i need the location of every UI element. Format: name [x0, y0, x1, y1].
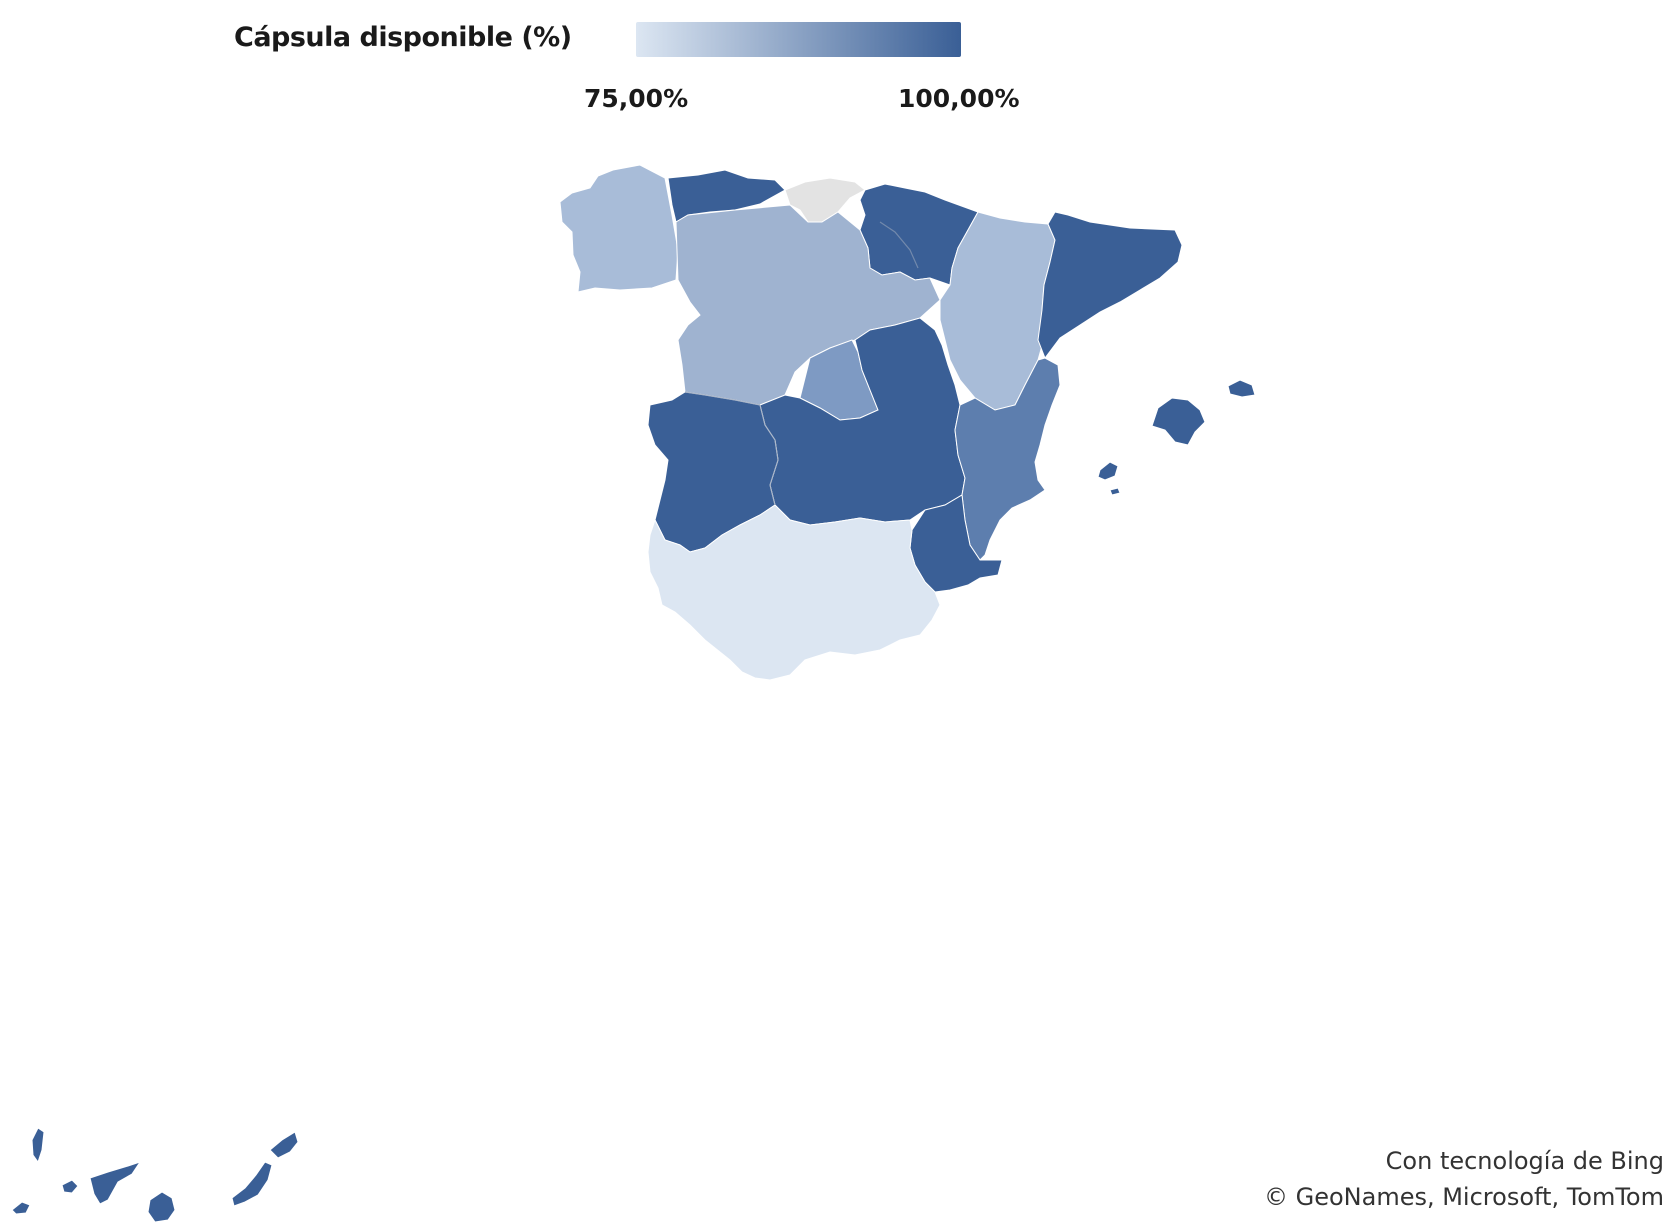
island-la-palma[interactable] [31, 1127, 45, 1164]
island-lanzarote[interactable] [269, 1131, 299, 1159]
legend-min-label: 75,00% [584, 84, 689, 113]
attribution-copyright: © GeoNames, Microsoft, TomTom [1263, 1183, 1664, 1211]
island-formentera[interactable] [1109, 487, 1121, 496]
mainland-regions [559, 164, 1183, 681]
border-line-pv-internal [879, 221, 919, 269]
legend-max-label: 100,00% [898, 84, 1020, 113]
region-murcia[interactable] [909, 494, 1003, 593]
island-gran-canaria[interactable] [147, 1191, 176, 1223]
island-ibiza[interactable] [1097, 461, 1119, 481]
island-el-hierro[interactable] [11, 1201, 31, 1215]
island-menorca[interactable] [1227, 379, 1256, 398]
region-cantabria[interactable] [784, 177, 866, 223]
legend-title: Cápsula disponible (%) [234, 22, 572, 53]
island-mallorca[interactable] [1151, 397, 1206, 446]
island-la-gomera[interactable] [61, 1179, 79, 1194]
region-valencia[interactable] [954, 357, 1061, 561]
island-tenerife[interactable] [89, 1161, 142, 1205]
region-borders [684, 221, 919, 506]
region-galicia[interactable] [559, 164, 679, 293]
legend-gradient-bar [636, 22, 961, 57]
border-line-cyl-ext [684, 391, 761, 406]
island-fuerteventura[interactable] [231, 1161, 273, 1207]
border-line-clm-ext [759, 404, 779, 506]
attribution-powered-by: Con tecnología de Bing [1385, 1147, 1664, 1175]
region-cataluna[interactable] [1037, 211, 1183, 360]
canary-islands [11, 1127, 299, 1223]
balearic-islands [1097, 379, 1256, 496]
region-andalucia[interactable] [647, 504, 941, 681]
